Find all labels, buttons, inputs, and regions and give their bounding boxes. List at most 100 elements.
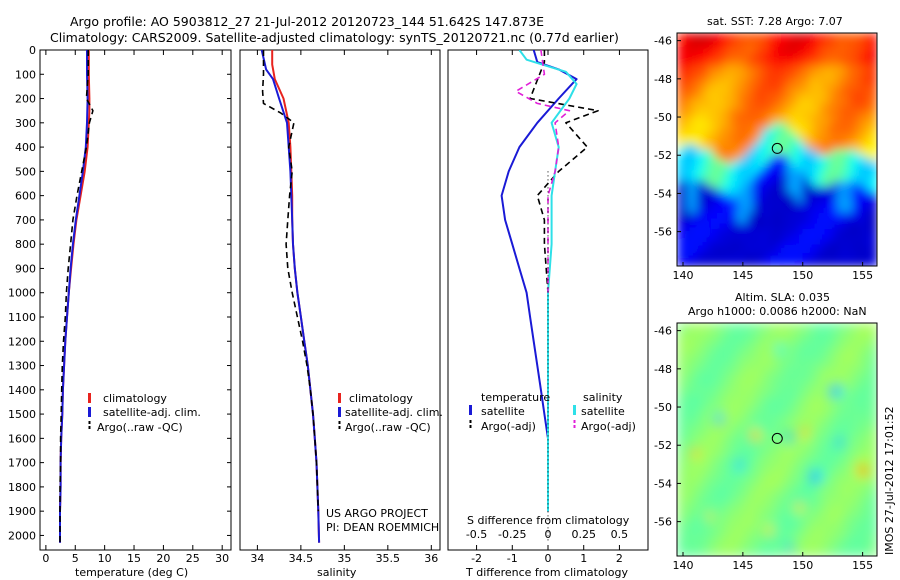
sla-cell — [782, 508, 788, 515]
sla-cell — [792, 386, 798, 393]
sla-cell — [872, 344, 877, 351]
depth-tick-label: 1000 — [8, 287, 36, 300]
x-tick-label: 5 — [72, 552, 79, 565]
sla-cell — [787, 550, 793, 556]
sst-cell — [817, 260, 823, 266]
sst-cell — [707, 48, 713, 55]
sst-cell — [847, 75, 853, 82]
sla-cell — [792, 471, 798, 478]
sst-cell — [807, 165, 813, 172]
sla-cell — [852, 481, 858, 488]
sst-cell — [787, 160, 793, 167]
sst-cell — [872, 234, 877, 241]
sst-cell — [757, 96, 763, 103]
sla-cell — [862, 344, 868, 351]
sst-cell — [707, 101, 713, 108]
sla-cell — [757, 344, 763, 351]
sst-cell — [842, 223, 848, 230]
sst-cell — [687, 80, 693, 87]
sst-cell — [712, 123, 718, 130]
sla-cell — [767, 465, 773, 473]
sla-cell — [832, 333, 838, 340]
sst-cell — [702, 128, 708, 135]
sla-cell — [787, 407, 793, 414]
sst-cell — [737, 107, 743, 114]
sla-cell — [682, 349, 688, 356]
sla-cell — [757, 476, 763, 483]
sst-cell — [727, 234, 733, 241]
sst-cell — [857, 181, 863, 188]
sst-cell — [677, 191, 683, 198]
sla-cell — [702, 338, 708, 345]
sla-cell — [772, 360, 778, 367]
sla-cell — [767, 471, 773, 478]
sla-cell — [762, 375, 768, 383]
sla-cell — [847, 333, 853, 340]
sla-cell — [692, 365, 698, 372]
sla-cell — [797, 550, 803, 556]
sst-cell — [797, 54, 803, 61]
sst-cell — [682, 213, 688, 220]
sla-cell — [727, 386, 733, 393]
sla-cell — [797, 328, 803, 335]
sla-cell — [752, 492, 758, 499]
legend-label-s-argo: Argo(-adj) — [581, 420, 636, 433]
sla-cell — [812, 370, 818, 377]
sla-cell — [797, 524, 803, 531]
sst-cell — [817, 191, 823, 198]
map-y-tick-label: -50 — [654, 111, 672, 124]
sla-cell — [862, 328, 868, 335]
sla-cell — [872, 481, 877, 488]
sst-cell — [732, 197, 738, 204]
sst-cell — [817, 165, 823, 172]
sst-cell — [782, 138, 788, 146]
sst-cell — [752, 250, 758, 257]
sst-cell — [742, 239, 748, 246]
sla-cell — [777, 476, 783, 483]
sla-cell — [822, 460, 828, 467]
sla-cell — [707, 338, 713, 345]
sst-cell — [687, 213, 693, 220]
sla-cell — [827, 550, 833, 556]
sst-cell — [687, 181, 693, 188]
sst-cell — [812, 234, 818, 241]
sst-cell — [742, 54, 748, 61]
sla-cell — [742, 444, 748, 451]
sst-cell — [712, 117, 718, 124]
sst-cell — [682, 59, 688, 66]
sla-cell — [792, 518, 798, 526]
sla-cell — [742, 534, 748, 541]
sst-cell — [857, 197, 863, 204]
sst-cell — [682, 43, 688, 50]
sla-cell — [822, 481, 828, 488]
sla-cell — [732, 471, 738, 478]
sst-cell — [757, 154, 763, 161]
sla-cell — [812, 481, 818, 488]
sst-cell — [717, 123, 723, 130]
sla-cell — [677, 497, 683, 504]
sst-cell — [742, 96, 748, 103]
sst-cell — [772, 154, 778, 161]
sla-cell — [772, 344, 778, 351]
sst-cell — [747, 154, 753, 161]
sla-cell — [682, 550, 688, 556]
sst-cell — [712, 75, 718, 82]
sst-cell — [797, 59, 803, 66]
sst-cell — [687, 59, 693, 66]
sst-cell — [847, 175, 853, 183]
sst-cell — [747, 202, 753, 209]
sst-cell — [847, 138, 853, 146]
sla-cell — [742, 354, 748, 361]
sst-cell — [777, 59, 783, 66]
sla-cell — [697, 328, 703, 335]
sst-cell — [812, 48, 818, 55]
sst-cell — [802, 128, 808, 135]
sst-cell — [817, 250, 823, 257]
map-x-tick-label: 155 — [852, 269, 873, 282]
sst-cell — [737, 138, 743, 146]
sst-cell — [812, 107, 818, 114]
sst-cell — [847, 186, 853, 193]
sla-cell — [797, 370, 803, 377]
sst-cell — [812, 96, 818, 103]
sst-cell — [752, 260, 758, 266]
